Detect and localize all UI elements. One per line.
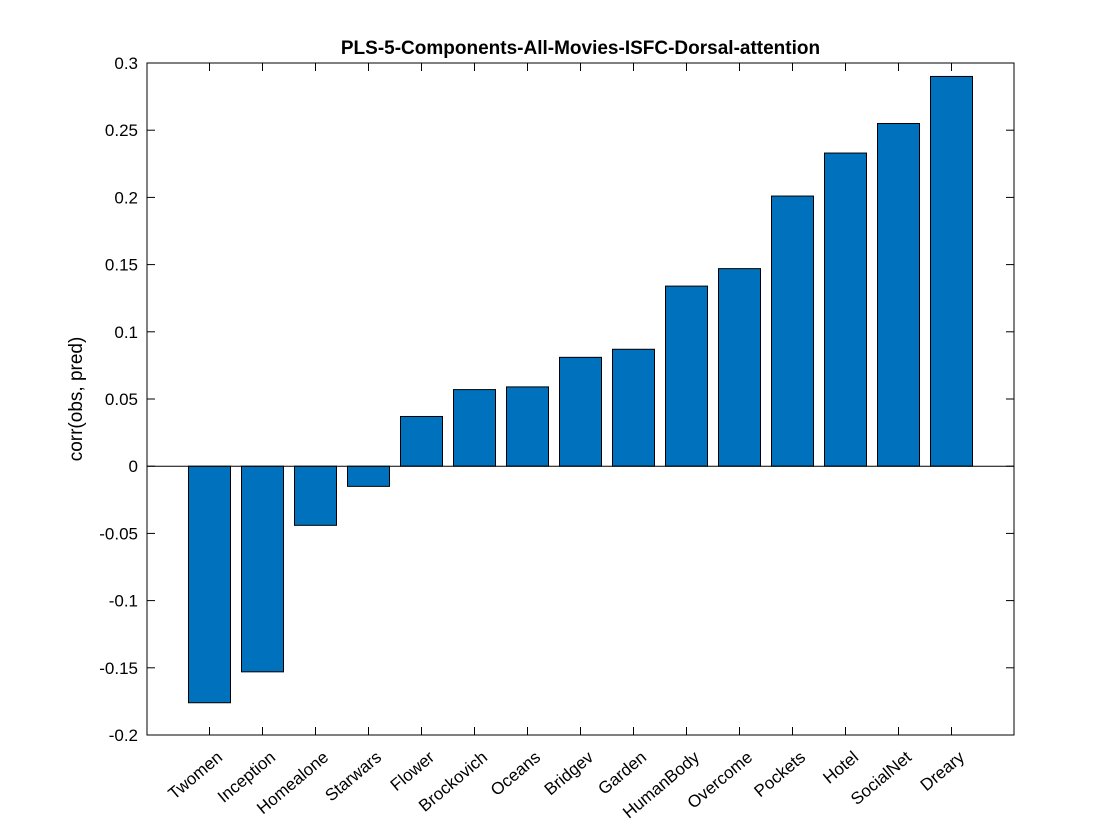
y-axis-label: corr(obs, pred)	[66, 337, 87, 462]
y-tick-label: 0.2	[114, 188, 138, 207]
x-tick-label-pockets: Pockets	[751, 748, 810, 801]
bar-socialnet	[877, 122, 920, 467]
chart-title: PLS-5-Components-All-Movies-ISFC-Dorsal-…	[341, 38, 820, 59]
y-tick-label: -0.1	[109, 592, 138, 611]
y-tick-label: -0.05	[99, 524, 138, 543]
y-tick-label: 0.15	[105, 256, 138, 275]
y-tick-label: -0.15	[99, 659, 138, 678]
bars-group	[188, 75, 973, 704]
bar-humanbody	[665, 285, 708, 467]
bar-inception	[241, 465, 284, 673]
y-tick-labels: -0.2 -0.15 -0.1 -0.05 0 0.05 0.1 0.15 0.2 0.25 0.3	[99, 54, 138, 745]
bar-bridgev	[559, 356, 602, 467]
bar-starwars	[347, 465, 390, 487]
bar-flower	[400, 415, 443, 467]
bar-homealone	[294, 465, 337, 526]
bar-pockets	[771, 195, 814, 467]
x-tick-label-oceans: Oceans	[487, 748, 544, 800]
y-tick-label: 0.3	[114, 54, 138, 73]
y-tick-label: 0.1	[114, 323, 138, 342]
bar-overcome	[718, 268, 761, 467]
x-tick-label-starwars: Starwars	[321, 748, 385, 806]
y-tick-label: 0	[129, 457, 138, 476]
bar-oceans	[506, 386, 549, 467]
axes-box	[146, 62, 1015, 736]
y-tick-label: 0.25	[105, 121, 138, 140]
y-tick-label: 0.05	[105, 390, 138, 409]
x-tick-label-bridgev: Bridgev	[541, 747, 598, 799]
bar-brockovich	[453, 389, 496, 467]
bar-hotel	[824, 152, 867, 467]
bar-twomen	[188, 465, 231, 704]
x-tick-label-dreary: Dreary	[917, 747, 969, 795]
bar-garden	[612, 348, 655, 467]
bar-dreary	[930, 75, 973, 467]
x-tick-label-hotel: Hotel	[819, 748, 862, 788]
y-tick-label: -0.2	[109, 726, 138, 745]
